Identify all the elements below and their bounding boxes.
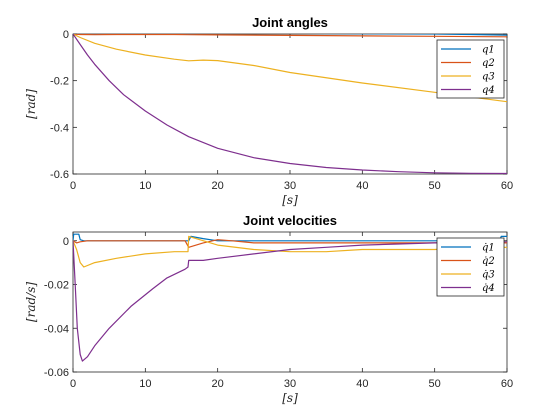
series-group bbox=[73, 34, 507, 174]
y-tick-label: -0.04 bbox=[44, 323, 69, 335]
legend-box bbox=[436, 237, 505, 297]
series-line-4 bbox=[73, 34, 507, 174]
x-axis-label: [s] bbox=[282, 193, 298, 207]
x-tick-label: 30 bbox=[284, 180, 296, 192]
series-line-2 bbox=[73, 34, 507, 38]
plot-area bbox=[72, 33, 508, 175]
series-line-4 bbox=[73, 240, 507, 362]
y-axis-label: [rad] bbox=[24, 89, 38, 119]
series-line-3 bbox=[73, 235, 507, 268]
legend-label-4: q4 bbox=[482, 85, 495, 96]
x-tick-label: 40 bbox=[356, 378, 368, 390]
legend-label-2: q2 bbox=[482, 58, 495, 69]
x-tick-label: 60 bbox=[501, 378, 513, 390]
x-tick-label: 0 bbox=[70, 378, 76, 390]
legend-label-3: q̇3 bbox=[482, 270, 495, 281]
y-tick-label: -0.2 bbox=[50, 76, 69, 88]
x-tick-label: 10 bbox=[139, 180, 151, 192]
x-tick-label: 50 bbox=[429, 378, 441, 390]
y-tick-label: -0.6 bbox=[50, 169, 69, 181]
legend-label-1: q̇1 bbox=[482, 243, 495, 254]
x-tick-label: 10 bbox=[139, 378, 151, 390]
y-tick-label: -0.06 bbox=[44, 367, 69, 379]
y-tick-label: -0.02 bbox=[44, 280, 69, 292]
chart-title: Joint angles bbox=[252, 15, 328, 30]
x-tick-label: 0 bbox=[70, 180, 76, 192]
x-tick-label: 40 bbox=[356, 180, 368, 192]
x-tick-label: 60 bbox=[501, 180, 513, 192]
legend: q̇1 q̇2 q̇3 q̇4 bbox=[436, 237, 505, 297]
series-line-3 bbox=[73, 34, 507, 103]
legend-label-4: q̇4 bbox=[482, 283, 495, 294]
legend: q1 q2 q3 q4 bbox=[436, 39, 505, 99]
x-tick-label: 20 bbox=[212, 378, 224, 390]
y-tick-label: 0 bbox=[63, 236, 69, 248]
y-tick-label: 0 bbox=[63, 29, 69, 41]
series-line-2 bbox=[73, 239, 507, 248]
x-tick-label: 20 bbox=[212, 180, 224, 192]
y-axis-label: [rad/s] bbox=[24, 282, 38, 322]
x-tick-label: 30 bbox=[284, 378, 296, 390]
x-axis-label: [s] bbox=[282, 391, 298, 405]
y-tick-label: -0.4 bbox=[50, 122, 69, 134]
legend-label-1: q1 bbox=[482, 45, 495, 56]
legend-label-2: q̇2 bbox=[482, 256, 495, 267]
legend-box bbox=[436, 39, 505, 99]
joint-angles-chart: 0 10 20 30 40 50 60 -0.6 -0.4 -0.2 0 Joint angles [s… bbox=[24, 15, 513, 207]
plot-area bbox=[72, 231, 508, 373]
chart-title: Joint velocities bbox=[243, 213, 337, 228]
x-tick-label: 50 bbox=[429, 180, 441, 192]
joint-velocities-chart: 0 10 20 30 40 50 60 -0.06 -0.04 -0.02 0 Joint veloc… bbox=[24, 213, 513, 405]
legend-label-3: q3 bbox=[482, 72, 495, 83]
